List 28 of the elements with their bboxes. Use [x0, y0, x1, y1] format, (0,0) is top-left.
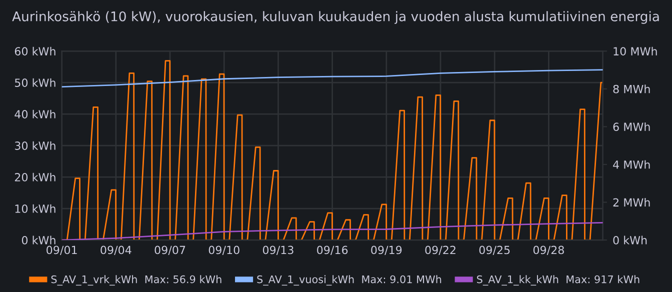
y-tick-label: 60 kWh [14, 46, 56, 56]
y2-tick-label: 4 MWh [613, 160, 650, 169]
x-tick-label: 09/19 [371, 246, 402, 256]
y-tick-label: 50 kWh [14, 78, 56, 87]
legend-label: S_AV_1_vrk_kWh Max: 56.9 kWh [51, 275, 222, 286]
chart-title: Aurinkosähkö (10 kW), vuorokausien, kuluvan kuukauden ja vuoden alusta kumulatiivinen energia [12, 11, 659, 24]
x-tick-label: 09/04 [100, 246, 132, 256]
y2-tick-label: 8 MWh [613, 84, 650, 94]
x-tick-label: 09/22 [425, 246, 456, 256]
y-tick-label: 20 kWh [14, 172, 56, 182]
y2-tick-label: 6 MWh [613, 122, 650, 132]
y2-tick-label: 2 MWh [613, 198, 650, 206]
x-tick-label: 09/01 [46, 246, 77, 256]
y2-tick-label: 10 MWh [614, 46, 657, 56]
y-tick-label: 0 kWh [22, 236, 56, 244]
legend-label: S_AV_1_kk_kWh Max: 917 kWh [477, 275, 640, 286]
x-tick-label: 09/28 [533, 246, 564, 256]
y-tick-label: 30 kWh [14, 141, 56, 150]
x-tick-label: 09/25 [479, 246, 510, 256]
y2-tick-label: 0 kWh [613, 236, 647, 244]
y-tick-label: 10 kWh [15, 204, 56, 213]
x-tick-label: 09/13 [262, 246, 294, 256]
x-tick-label: 09/16 [317, 246, 348, 256]
x-tick-label: 09/10 [208, 246, 240, 256]
line-series [62, 69, 603, 88]
y-tick-label: 40 kWh [14, 110, 56, 118]
legend-label: S_AV_1_vuosi_kWh Max: 9.01 MWh [257, 275, 442, 286]
x-tick-label: 09/07 [154, 246, 186, 256]
